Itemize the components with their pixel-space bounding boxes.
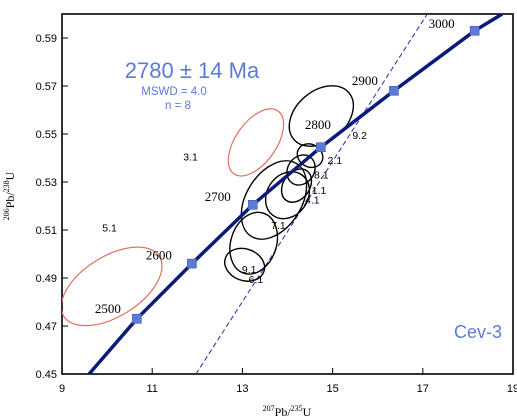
error-ellipse-5-1 xyxy=(62,246,163,327)
age-result-text: 2780 ± 14 Ma xyxy=(125,58,260,83)
y-axis-title: 206Pb/238U xyxy=(2,171,17,220)
age-label-2700: 2700 xyxy=(205,189,231,204)
x-axis-sup2: 235 xyxy=(291,404,303,413)
y-tick-label: 0.59 xyxy=(36,33,57,45)
y-tick-label: 0.45 xyxy=(36,369,57,381)
y-tick-label: 0.51 xyxy=(36,225,57,237)
y-axis-sup1: 206 xyxy=(2,208,11,220)
discordia-line xyxy=(195,14,428,374)
y-axis-sup2: 238 xyxy=(2,180,11,192)
age-label-2900: 2900 xyxy=(352,73,378,88)
n-text: n = 8 xyxy=(165,100,191,112)
y-tick-label: 0.47 xyxy=(36,321,57,333)
error-ellipse-4-1 xyxy=(264,171,311,220)
spot-label-3-1: 3.1 xyxy=(183,151,198,163)
age-marker-2600 xyxy=(187,258,197,269)
age-marker-2500 xyxy=(132,313,142,324)
error-ellipse-3-1 xyxy=(227,108,285,177)
y-tick-label: 0.53 xyxy=(36,177,57,189)
concordia-curve xyxy=(87,14,504,374)
spot-label-2-1: 2.1 xyxy=(328,155,343,167)
age-label-2600: 2600 xyxy=(146,248,172,263)
x-tick-label: 9 xyxy=(59,383,65,395)
spot-label-4-1: 4.1 xyxy=(305,195,320,207)
x-axis-main1: Pb/ xyxy=(275,405,292,419)
age-label-2500: 2500 xyxy=(95,301,121,316)
mswd-text: MSWD = 4.0 xyxy=(141,86,207,98)
sample-label: Cev-3 xyxy=(454,322,502,342)
spot-label-6-1: 6.1 xyxy=(249,274,264,286)
y-tick-label: 0.55 xyxy=(36,129,57,141)
age-label-3000: 3000 xyxy=(429,16,455,31)
x-tick-label: 19 xyxy=(507,383,517,395)
error-ellipse-9-1 xyxy=(229,211,279,275)
age-label-2800: 2800 xyxy=(305,117,331,132)
x-tick-label: 15 xyxy=(326,383,338,395)
x-axis-sup1: 207 xyxy=(263,404,275,413)
spot-label-8-1: 8.1 xyxy=(314,169,329,181)
error-ellipse-7-1 xyxy=(240,160,308,240)
spot-label-7-1: 7.1 xyxy=(271,220,286,232)
spot-label-1-1: 1.1 xyxy=(312,185,327,197)
x-tick-label: 17 xyxy=(417,383,429,395)
age-marker-2700 xyxy=(247,200,258,210)
x-tick-label: 11 xyxy=(146,383,157,395)
x-axis-title: 207Pb/235U xyxy=(263,404,312,419)
x-axis-main2: U xyxy=(303,405,312,419)
y-axis-main2: U xyxy=(3,171,17,180)
x-tick-label: 13 xyxy=(236,383,248,395)
age-marker-3000 xyxy=(469,25,480,36)
y-tick-label: 0.57 xyxy=(36,81,57,93)
y-tick-label: 0.49 xyxy=(36,273,57,285)
error-ellipse-2-1 xyxy=(296,143,324,169)
error-ellipse-6-1 xyxy=(224,247,266,282)
y-axis-main1: Pb/ xyxy=(3,192,17,209)
spot-label-5-1: 5.1 xyxy=(102,222,117,234)
age-marker-2900 xyxy=(389,86,399,96)
spot-label-9-2: 9.2 xyxy=(352,130,367,142)
age-marker-2800 xyxy=(316,142,326,152)
spot-label-9-1: 9.1 xyxy=(242,264,257,276)
